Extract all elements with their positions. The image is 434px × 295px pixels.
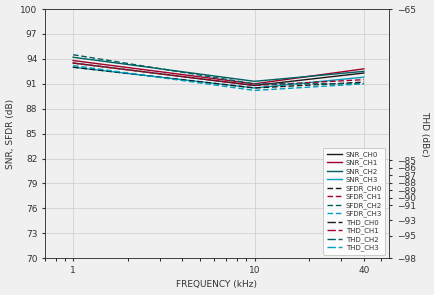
X-axis label: FREQUENCY (kHz): FREQUENCY (kHz) <box>176 281 257 289</box>
Legend: SNR_CH0, SNR_CH1, SNR_CH2, SNR_CH3, SFDR_CH0, SFDR_CH1, SFDR_CH2, SFDR_CH3, THD_: SNR_CH0, SNR_CH1, SNR_CH2, SNR_CH3, SFDR… <box>322 148 385 255</box>
Y-axis label: SNR, SFDR (dB): SNR, SFDR (dB) <box>6 99 14 169</box>
Y-axis label: THD (dBc): THD (dBc) <box>420 111 428 157</box>
